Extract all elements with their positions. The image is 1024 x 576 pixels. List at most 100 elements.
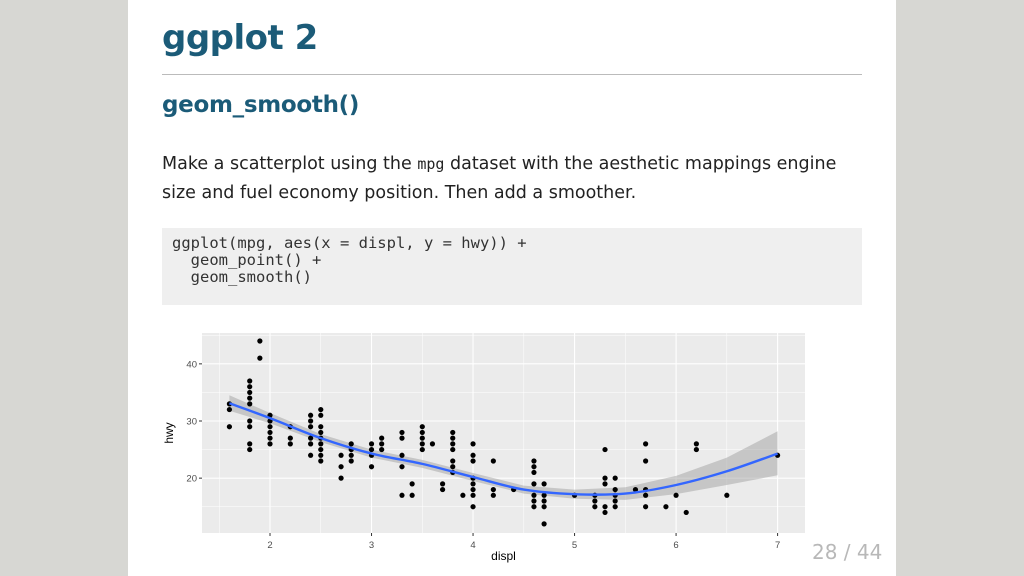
- data-point: [643, 504, 649, 510]
- data-point: [368, 464, 375, 470]
- data-point: [450, 458, 456, 464]
- data-point: [531, 458, 537, 464]
- data-point: [541, 492, 547, 498]
- x-tick-label: 4: [470, 540, 475, 551]
- data-point: [643, 441, 649, 447]
- code-line: geom_point() +: [172, 251, 322, 269]
- title-divider: [162, 74, 862, 75]
- axis-ticks: 2 3 4 5 6 7 20 30 40: [186, 359, 780, 551]
- data-point: [602, 475, 608, 481]
- data-point: [470, 441, 476, 447]
- data-point: [470, 486, 476, 493]
- plot-panel: [202, 333, 805, 533]
- data-point: [612, 498, 618, 504]
- data-point: [632, 486, 639, 493]
- data-point: [531, 481, 537, 487]
- y-axis-label: hwy: [162, 422, 176, 443]
- data-point: [409, 481, 415, 487]
- data-point: [439, 486, 446, 493]
- data-point: [592, 498, 598, 504]
- data-point: [399, 464, 405, 470]
- data-point: [318, 446, 324, 453]
- data-point: [247, 378, 253, 384]
- data-point: [308, 418, 314, 424]
- data-point: [531, 492, 537, 498]
- data-point: [318, 412, 324, 418]
- data-point: [409, 492, 415, 498]
- data-point: [683, 509, 689, 516]
- data-point: [612, 475, 618, 481]
- data-point: [287, 435, 293, 441]
- data-point: [470, 458, 476, 464]
- data-point: [541, 504, 547, 510]
- data-point: [338, 452, 344, 458]
- smooth-line: [228, 402, 778, 496]
- data-point: [531, 464, 537, 470]
- data-point: [450, 435, 456, 441]
- data-point: [368, 441, 375, 447]
- data-point: [643, 458, 649, 464]
- data-point: [318, 441, 324, 447]
- data-point: [308, 435, 314, 441]
- data-point: [531, 469, 537, 476]
- data-point: [247, 441, 253, 447]
- data-point: [267, 424, 273, 430]
- data-point: [257, 355, 263, 361]
- inline-code: mpg: [417, 155, 445, 173]
- data-point: [673, 492, 679, 498]
- slide-title: ggplot 2: [162, 18, 318, 58]
- data-point: [612, 486, 618, 493]
- data-point: [318, 424, 324, 430]
- x-tick-label: 2: [267, 540, 272, 551]
- data-point: [318, 452, 324, 458]
- data-point: [419, 424, 425, 430]
- data-point: [450, 441, 456, 447]
- slide-subtitle: geom_smooth(): [162, 92, 360, 118]
- data-point: [247, 389, 253, 396]
- smooth-ribbon-group: [229, 395, 778, 500]
- smooth-line-group: [228, 402, 778, 496]
- data-point: [399, 429, 405, 436]
- data-point: [247, 395, 253, 401]
- y-tick-label: 30: [186, 417, 197, 428]
- data-point: [450, 464, 456, 470]
- data-point: [247, 418, 253, 424]
- data-point: [348, 441, 354, 447]
- data-point: [318, 406, 324, 413]
- data-point: [419, 435, 425, 441]
- scatter-plot: 2 3 4 5 6 7 20 30 40 displ hwy: [162, 333, 805, 563]
- data-point: [399, 435, 405, 441]
- x-tick-label: 7: [775, 540, 780, 551]
- data-point: [247, 424, 253, 430]
- data-point: [592, 504, 598, 510]
- data-point: [724, 492, 730, 498]
- data-point: [308, 412, 314, 418]
- data-point: [602, 446, 608, 453]
- data-point: [379, 441, 385, 447]
- data-point: [318, 458, 324, 464]
- data-point: [693, 446, 699, 453]
- data-point: [531, 504, 537, 510]
- code-line: ggplot(mpg, aes(x = displ, y = hwy)) +: [172, 234, 527, 252]
- data-point: [348, 452, 354, 458]
- data-point: [602, 481, 608, 487]
- data-point: [318, 429, 324, 436]
- data-point: [439, 481, 446, 487]
- x-tick-label: 6: [673, 540, 678, 551]
- data-point: [308, 452, 314, 458]
- code-line: geom_smooth(): [172, 268, 312, 286]
- data-point: [267, 429, 273, 436]
- data-point: [399, 492, 405, 498]
- data-point: [531, 498, 537, 504]
- data-point: [419, 429, 425, 436]
- data-point: [257, 338, 263, 344]
- data-point: [247, 446, 253, 453]
- data-point: [663, 504, 669, 510]
- data-point: [541, 521, 547, 527]
- data-point: [267, 435, 273, 441]
- data-point: [541, 481, 547, 487]
- x-tick-label: 5: [572, 540, 577, 551]
- data-point: [287, 441, 293, 447]
- data-point: [247, 401, 253, 407]
- y-tick-label: 20: [186, 474, 197, 485]
